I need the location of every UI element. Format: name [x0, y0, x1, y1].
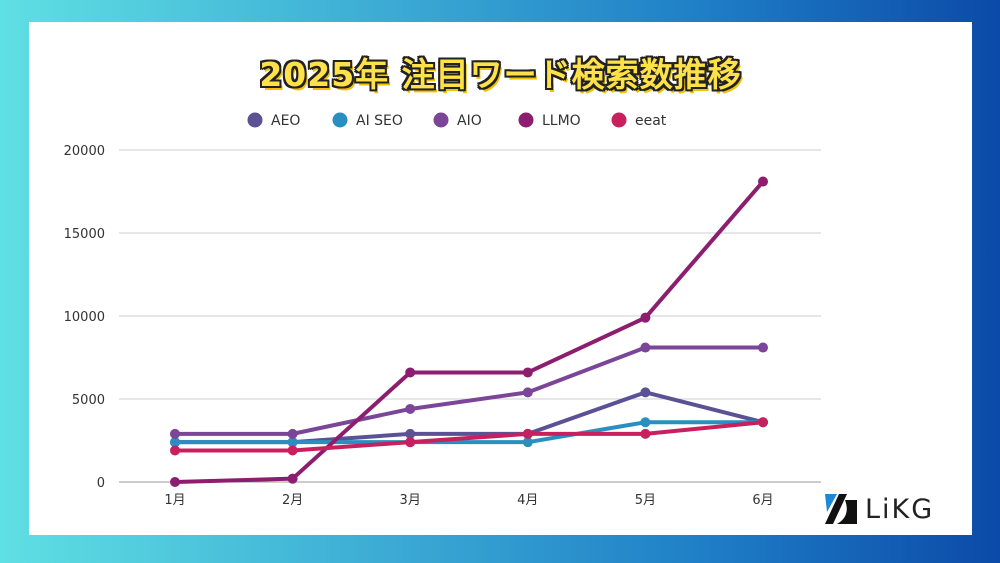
- legend-item: AIO: [433, 112, 482, 129]
- chart-title: 2025年 注目ワード検索数推移: [259, 55, 742, 94]
- data-point: [640, 342, 651, 353]
- series-line: [173, 420, 765, 445]
- data-point: [405, 403, 416, 414]
- data-point: [640, 312, 651, 323]
- data-point: [758, 342, 768, 353]
- data-point: [522, 428, 533, 439]
- data-point: [170, 428, 180, 439]
- legend-marker-icon: [611, 112, 627, 128]
- x-tick-label: 2月: [282, 493, 303, 508]
- chart-card: 2025年 注目ワード検索数推移 0 5000 10000 15000 20000 1月…: [29, 22, 972, 535]
- series-line: [173, 345, 765, 436]
- y-tick-label: 10000: [64, 310, 105, 325]
- data-point: [758, 417, 768, 428]
- legend-item: AI SEO: [332, 112, 403, 129]
- legend-item: AEO: [247, 112, 300, 129]
- x-tick-label: 4月: [517, 493, 538, 508]
- series-line: [173, 179, 765, 484]
- y-tick-label: 0: [97, 476, 105, 491]
- x-tick-label: 1月: [164, 493, 185, 508]
- data-point: [170, 445, 180, 456]
- y-tick-label: 20000: [64, 144, 105, 159]
- legend-item: LLMO: [518, 112, 581, 129]
- legend-label: LLMO: [542, 113, 581, 129]
- legend-marker-icon: [518, 112, 534, 128]
- logo-text: LiKG: [865, 493, 935, 525]
- legend-marker-icon: [332, 112, 348, 128]
- x-tick-label: 5月: [635, 493, 656, 508]
- x-tick-label: 3月: [400, 493, 421, 508]
- y-tick-label: 15000: [64, 227, 105, 242]
- data-point: [287, 445, 298, 456]
- likg-logo: LiKG: [823, 492, 934, 526]
- series-line: [173, 420, 765, 453]
- y-tick-label: 5000: [72, 393, 105, 408]
- data-point: [405, 428, 416, 439]
- data-point: [170, 477, 180, 487]
- data-point: [640, 417, 651, 428]
- legend-label: eeat: [635, 113, 667, 129]
- legend-label: AEO: [271, 113, 300, 129]
- data-point: [405, 367, 416, 378]
- legend-label: AIO: [457, 113, 482, 129]
- data-point: [640, 387, 651, 398]
- data-point: [287, 437, 298, 448]
- legend-item: eeat: [611, 112, 667, 129]
- series-llmo: [170, 176, 768, 487]
- data-point: [758, 176, 768, 187]
- data-point: [640, 428, 651, 439]
- legend-label: AI SEO: [356, 113, 403, 129]
- data-point: [287, 473, 298, 484]
- x-tick-label: 6月: [752, 493, 773, 508]
- data-point: [170, 437, 180, 448]
- data-point: [405, 437, 416, 448]
- data-point: [522, 437, 533, 448]
- line-chart: 0 5000 10000 15000 20000 1月 2月 3月 4月 5月 6月 AEO AI …: [64, 112, 821, 508]
- legend-marker-icon: [433, 112, 449, 128]
- legend-marker-icon: [247, 112, 263, 128]
- likg-logo-mark-icon: [825, 494, 857, 524]
- data-point: [522, 387, 533, 398]
- data-point: [287, 428, 298, 439]
- series-eeat: [170, 417, 768, 456]
- data-point: [522, 367, 533, 378]
- series-aio: [170, 342, 768, 439]
